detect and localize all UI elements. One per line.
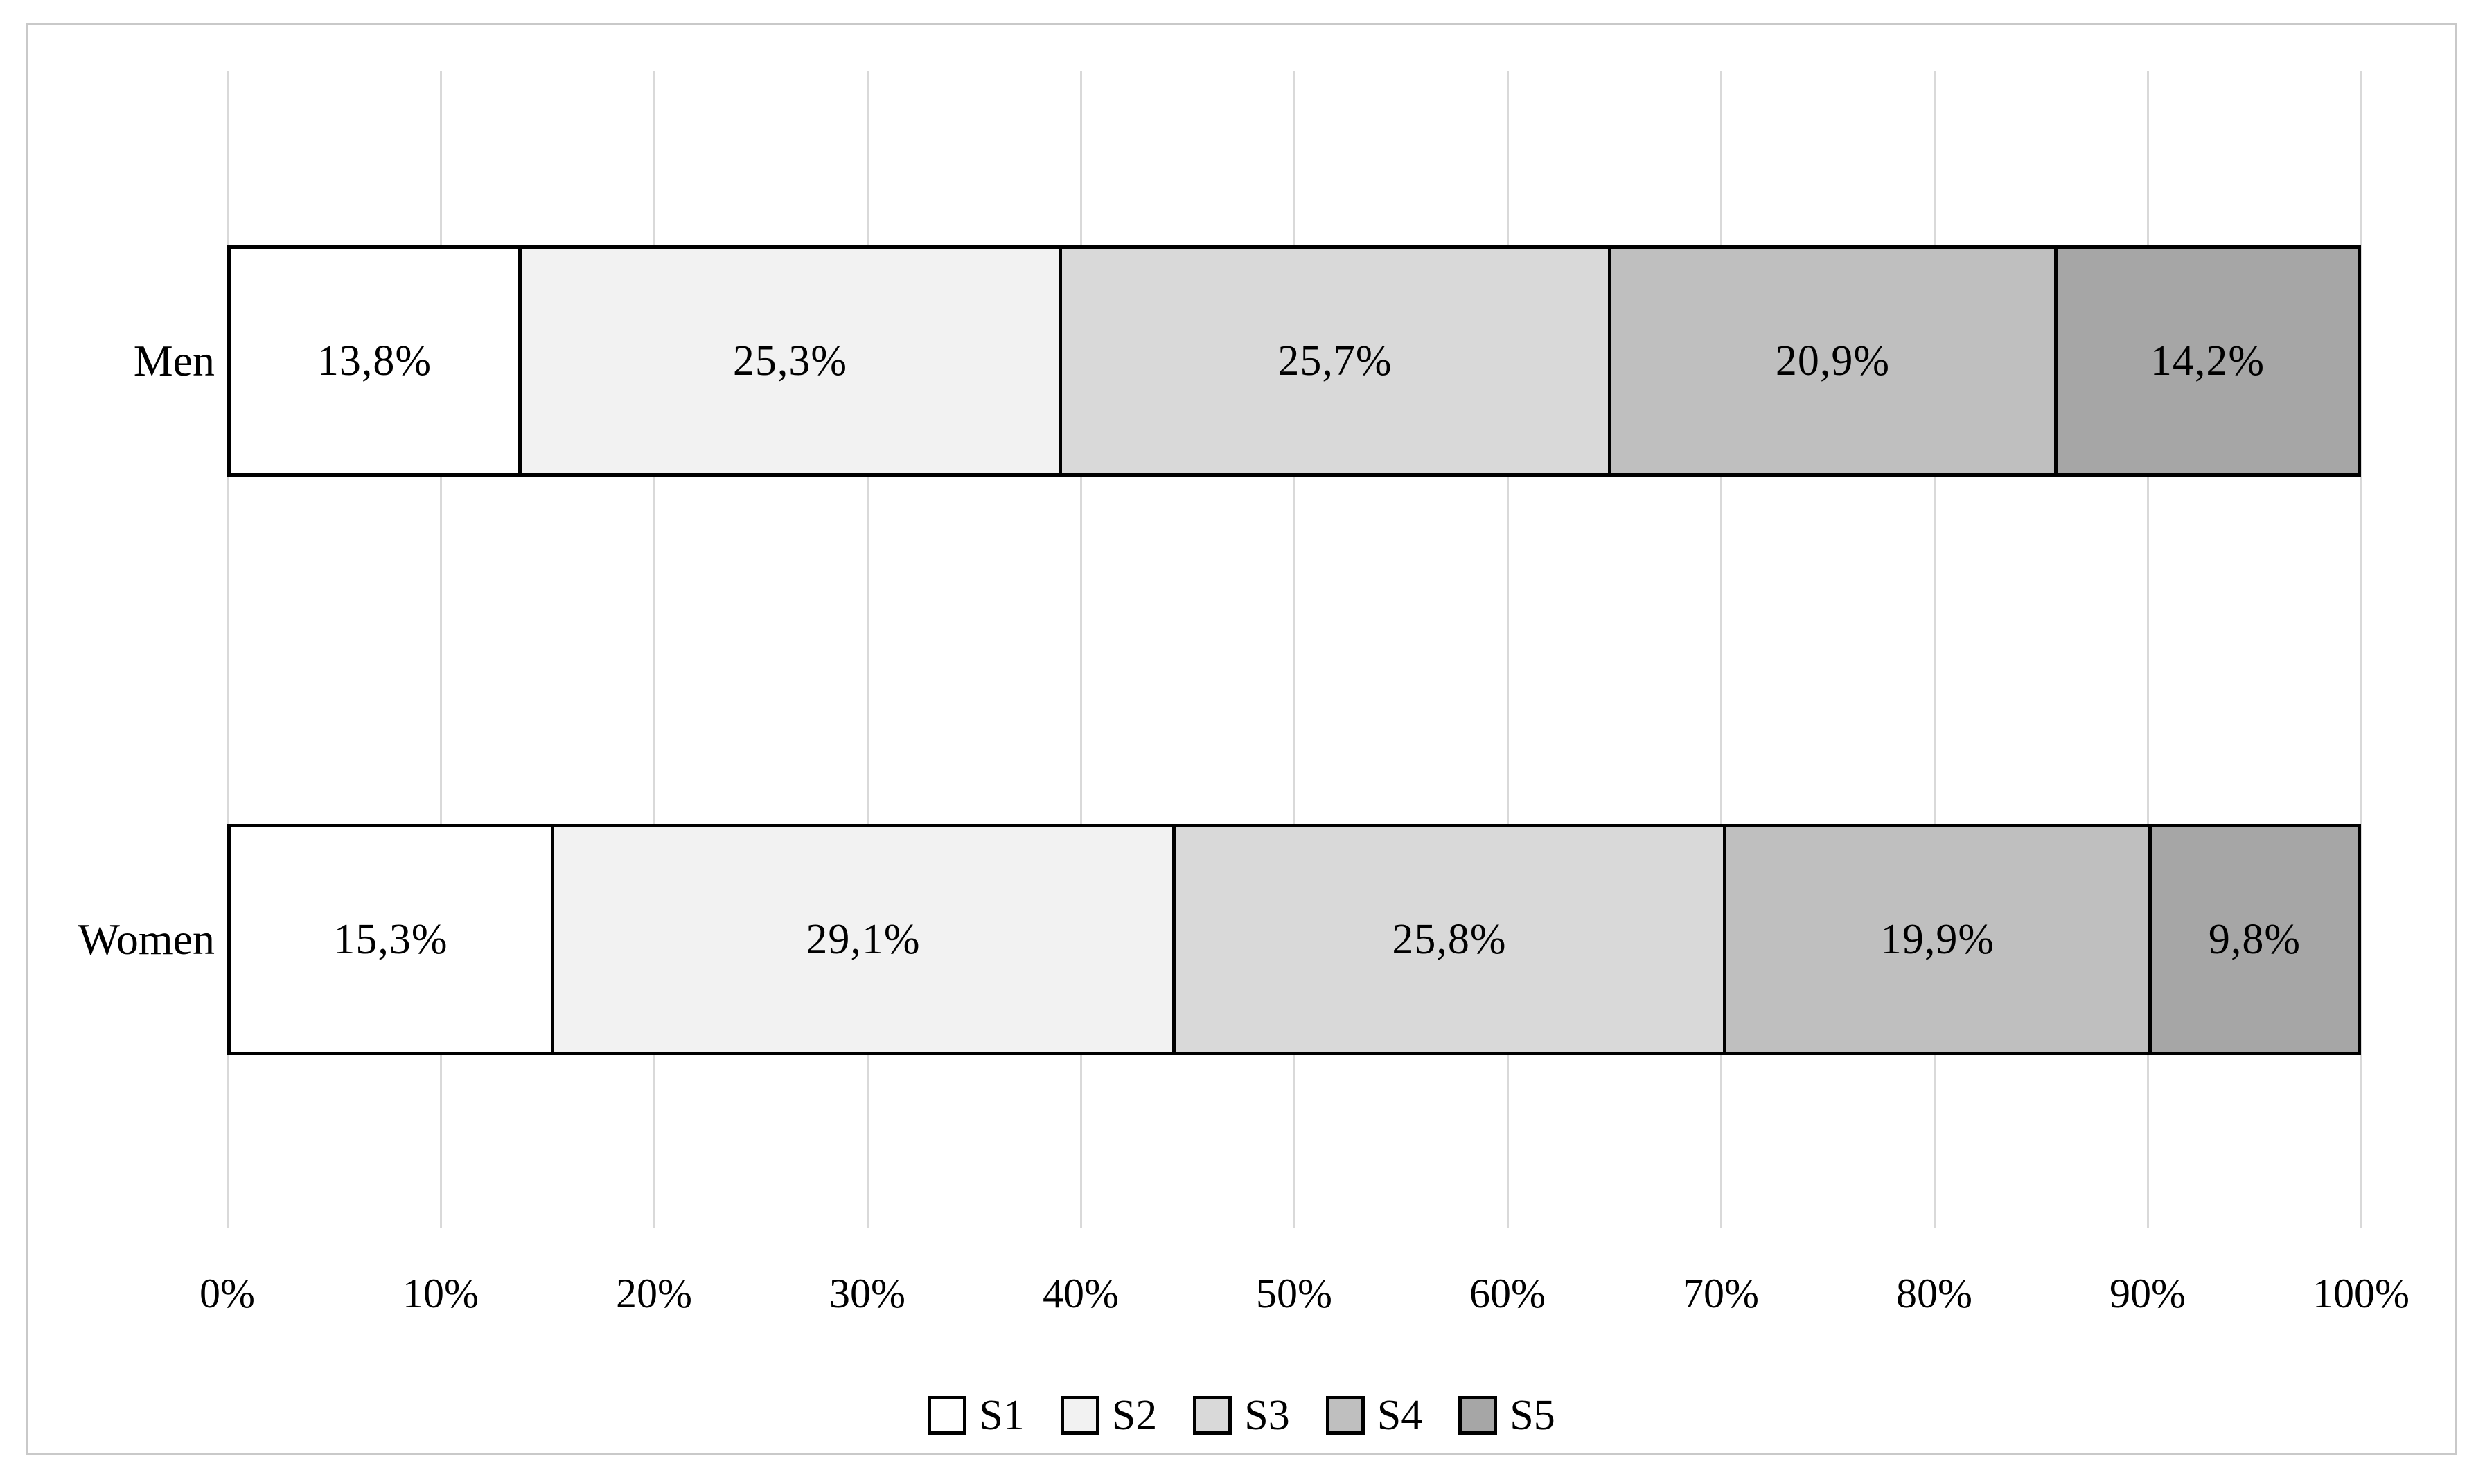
gridline — [1719, 71, 1722, 1228]
bar-segment-women-s1: 15,3% — [227, 824, 554, 1055]
segment-value-label: 15,3% — [333, 916, 448, 963]
bar-segment-women-s3: 25,8% — [1176, 824, 1726, 1055]
gridline — [2146, 71, 2149, 1228]
bar-segment-women-s2: 29,1% — [554, 824, 1176, 1055]
bar-segment-women-s5: 9,8% — [2152, 824, 2361, 1055]
gridline — [2360, 71, 2362, 1228]
legend-swatch-s5-icon — [1458, 1396, 1498, 1435]
segment-value-label: 29,1% — [806, 916, 921, 963]
gridline — [866, 71, 869, 1228]
gridline — [1506, 71, 1509, 1228]
legend-item-s5: S5 — [1458, 1394, 1555, 1437]
legend-label: S1 — [979, 1392, 1025, 1439]
plot-area: 0% 10% 20% 30% 40% 50% 60% 70% 80% 90% 100% Men 13,8… — [28, 25, 2455, 1453]
legend-label: S4 — [1377, 1392, 1423, 1439]
bar-segment-men-s4: 20,9% — [1611, 245, 2058, 477]
x-axis-tick-label: 40% — [1043, 1271, 1119, 1316]
x-axis-tick-label: 80% — [1896, 1271, 1972, 1316]
gridline — [653, 71, 655, 1228]
x-axis-tick-label: 20% — [616, 1271, 692, 1316]
legend: S1 S2 S3 S4 S5 — [28, 1384, 2455, 1447]
legend-swatch-s1-icon — [928, 1396, 967, 1435]
legend-label: S2 — [1111, 1392, 1158, 1439]
segment-value-label: 25,8% — [1392, 916, 1507, 963]
category-label-women: Women — [78, 915, 215, 964]
legend-label: S5 — [1510, 1392, 1555, 1439]
x-axis-tick-label: 70% — [1683, 1271, 1759, 1316]
x-axis-tick-label: 60% — [1469, 1271, 1546, 1316]
bar-segment-women-s4: 19,9% — [1726, 824, 2152, 1055]
x-axis-tick-label: 0% — [200, 1271, 255, 1316]
gridline — [1293, 71, 1295, 1228]
x-axis-tick-label: 50% — [1256, 1271, 1332, 1316]
legend-item-s4: S4 — [1325, 1392, 1423, 1439]
bar-segment-men-s2: 25,3% — [522, 245, 1062, 477]
bar-segment-men-s5: 14,2% — [2058, 245, 2361, 477]
gridline — [1933, 71, 1936, 1228]
bar-segment-men-s1: 13,8% — [227, 245, 522, 477]
segment-value-label: 19,9% — [1880, 916, 1995, 963]
legend-item-s3: S3 — [1193, 1392, 1290, 1439]
bar-segment-men-s3: 25,7% — [1062, 245, 1611, 477]
segment-value-label: 20,9% — [1775, 337, 1891, 385]
x-axis-tick-label: 90% — [2110, 1271, 2186, 1316]
x-axis-tick-label: 30% — [829, 1271, 905, 1316]
segment-value-label: 25,3% — [732, 337, 848, 385]
legend-swatch-s3-icon — [1193, 1396, 1232, 1435]
gridline — [226, 71, 229, 1228]
legend-item-s1: S1 — [928, 1392, 1025, 1439]
segment-value-label: 9,8% — [2208, 916, 2301, 963]
legend-label: S3 — [1244, 1392, 1290, 1439]
legend-swatch-s2-icon — [1060, 1396, 1099, 1435]
legend-item-s2: S2 — [1060, 1392, 1158, 1439]
gridline — [1079, 71, 1082, 1228]
segment-value-label: 14,2% — [2150, 337, 2265, 385]
x-axis-tick-label: 10% — [403, 1271, 479, 1316]
segment-value-label: 13,8% — [317, 337, 432, 385]
legend-swatch-s4-icon — [1325, 1396, 1365, 1435]
x-axis-tick-label: 100% — [2312, 1271, 2409, 1316]
segment-value-label: 25,7% — [1277, 337, 1392, 385]
category-label-men: Men — [133, 336, 215, 385]
gridline — [439, 71, 442, 1228]
chart-outer-border: 0% 10% 20% 30% 40% 50% 60% 70% 80% 90% 100% Men 13,8… — [26, 23, 2457, 1455]
